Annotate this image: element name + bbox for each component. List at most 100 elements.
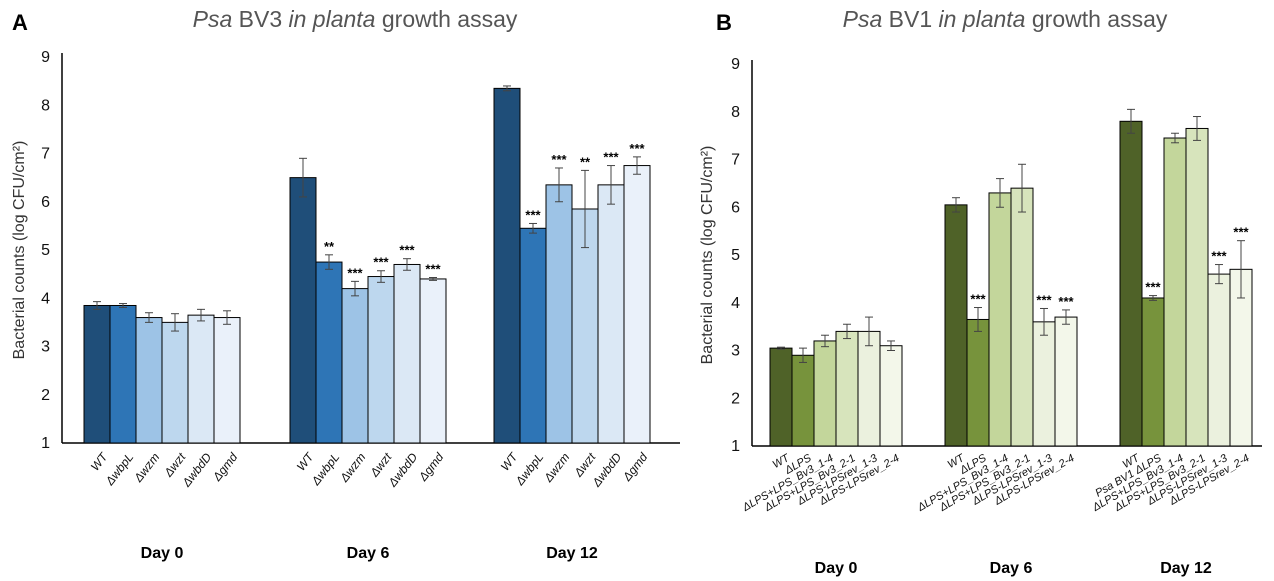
bar <box>944 204 968 447</box>
bar <box>988 192 1012 447</box>
bar <box>493 87 521 444</box>
bar <box>367 276 395 444</box>
group-label: Day 6 <box>990 560 1033 577</box>
panel-letter: B <box>716 10 732 35</box>
significance-marker: *** <box>347 265 363 280</box>
x-tick-label: Δgmd <box>415 450 446 484</box>
y-tick-label: 4 <box>41 290 50 307</box>
title-part: in planta <box>289 6 376 32</box>
bar <box>966 318 990 447</box>
significance-marker: *** <box>629 141 645 156</box>
bar <box>161 321 189 444</box>
bar <box>1010 187 1034 447</box>
y-tick-label: 8 <box>41 97 50 114</box>
bar <box>857 330 881 447</box>
bar <box>791 354 815 447</box>
bar <box>519 227 547 444</box>
significance-marker: *** <box>1036 292 1052 307</box>
y-axis-label: Bacterial counts (log CFU/cm²) <box>11 141 28 360</box>
bar <box>1054 316 1078 447</box>
x-tick-label: WT <box>498 449 522 474</box>
y-tick-label: 5 <box>731 247 740 264</box>
group-label: Day 6 <box>347 545 390 562</box>
bar <box>623 165 651 444</box>
significance-marker: *** <box>551 152 567 167</box>
bar <box>341 288 369 444</box>
bar <box>213 317 241 444</box>
significance-marker: *** <box>1058 294 1074 309</box>
y-axis-label: Bacterial counts (log CFU/cm²) <box>699 146 716 365</box>
y-tick-label: 6 <box>41 194 50 211</box>
significance-marker: *** <box>1233 225 1249 240</box>
significance-marker: *** <box>425 262 441 277</box>
y-tick-label: 1 <box>731 438 740 455</box>
bar <box>419 278 447 444</box>
y-tick-label: 7 <box>41 146 50 163</box>
bar <box>1119 120 1143 447</box>
bar <box>835 330 859 447</box>
x-tick-label: ΔwbpL <box>512 450 546 488</box>
chart-title: Psa BV3 in planta growth assay <box>193 6 518 32</box>
significance-marker: *** <box>1211 249 1227 264</box>
y-tick-label: 9 <box>731 56 740 73</box>
bar <box>83 304 111 444</box>
bar <box>393 263 421 444</box>
y-tick-label: 3 <box>731 343 740 360</box>
significance-marker: *** <box>373 255 389 270</box>
group-label: Day 12 <box>1160 560 1212 577</box>
significance-marker: *** <box>603 150 619 165</box>
y-tick-label: 6 <box>731 199 740 216</box>
significance-marker: *** <box>970 292 986 307</box>
y-tick-label: 1 <box>41 435 50 452</box>
bar <box>109 304 137 444</box>
bar <box>289 177 317 444</box>
title-part: growth assay <box>375 6 517 32</box>
x-tick-label: Δwzm <box>131 450 163 485</box>
group-label: Day 0 <box>141 545 184 562</box>
title-part: in planta <box>939 6 1026 32</box>
bar <box>1032 321 1056 447</box>
significance-marker: ** <box>580 154 591 169</box>
bar <box>813 340 837 447</box>
y-tick-label: 2 <box>731 390 740 407</box>
y-tick-label: 5 <box>41 242 50 259</box>
x-tick-label: Δwzm <box>337 450 369 485</box>
bar <box>597 184 625 444</box>
bar <box>1163 137 1187 447</box>
significance-marker: *** <box>399 243 415 258</box>
bar <box>315 261 343 444</box>
title-part: Psa <box>193 6 233 32</box>
title-part: BV1 <box>882 6 938 32</box>
y-tick-label: 7 <box>731 152 740 169</box>
x-tick-label: Δgmd <box>209 450 240 484</box>
y-tick-label: 9 <box>41 49 50 66</box>
bar <box>1141 297 1165 447</box>
bar <box>187 314 215 444</box>
y-tick-label: 4 <box>731 295 740 312</box>
group-label: Day 12 <box>546 545 598 562</box>
y-tick-label: 8 <box>731 104 740 121</box>
panel-letter: A <box>12 10 28 35</box>
y-tick-label: 3 <box>41 339 50 356</box>
x-tick-label: WT <box>88 449 112 474</box>
title-part: BV3 <box>232 6 288 32</box>
significance-marker: *** <box>1145 280 1161 295</box>
bar <box>545 184 573 444</box>
y-tick-label: 2 <box>41 387 50 404</box>
panel-a: A Psa BV3 in planta growth assay Bacterial… <box>11 6 680 562</box>
x-tick-label: ΔwbpL <box>308 450 342 488</box>
significance-marker: *** <box>525 207 541 222</box>
x-tick-label: Δgmd <box>619 450 650 484</box>
bar <box>769 347 793 447</box>
significance-marker: ** <box>324 239 335 254</box>
group-label: Day 0 <box>815 560 858 577</box>
panel-b: B Psa BV1 in planta growth assay Bacterial… <box>699 6 1262 577</box>
x-tick-label: Δwzm <box>541 450 573 485</box>
bar <box>879 345 903 447</box>
x-tick-label: WT <box>294 449 318 474</box>
title-part: growth assay <box>1025 6 1167 32</box>
bar <box>1207 273 1231 447</box>
chart-title: Psa BV1 in planta growth assay <box>843 6 1168 32</box>
bar <box>1185 127 1209 447</box>
